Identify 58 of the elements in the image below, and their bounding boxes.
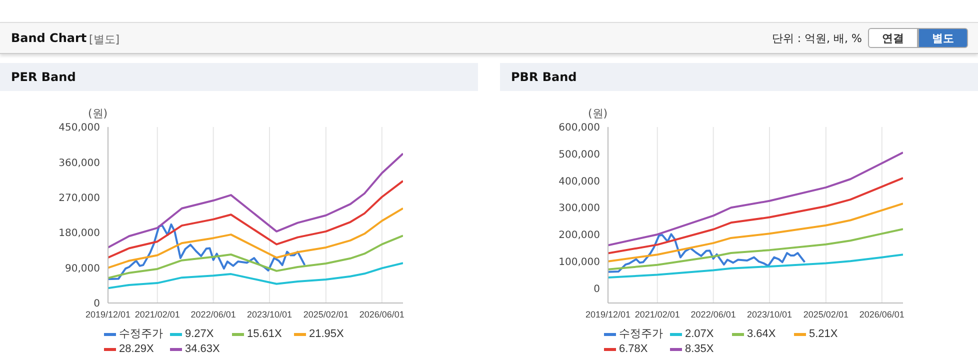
y-tick-label: 500,000 bbox=[558, 149, 600, 160]
y-axis-title: (원) bbox=[588, 106, 608, 121]
y-tick-label: 200,000 bbox=[558, 230, 600, 242]
x-tick-label: 2022/06/01 bbox=[690, 309, 736, 320]
x-tick-label: 2026/06/01 bbox=[359, 309, 404, 320]
legend-label: 5.21X bbox=[808, 327, 839, 342]
line-series bbox=[108, 223, 306, 280]
legend-label: 6.78X bbox=[618, 342, 649, 357]
y-tick-label: 400,000 bbox=[558, 176, 600, 188]
line-series bbox=[608, 152, 903, 246]
legend-label: 21.95X bbox=[308, 327, 345, 342]
y-tick-label: 100,000 bbox=[558, 256, 600, 268]
legend-label: 8.35X bbox=[684, 342, 715, 357]
legend-label: 3.64X bbox=[746, 327, 777, 342]
y-tick-label: 450,000 bbox=[58, 122, 100, 134]
text: [별도] bbox=[89, 32, 120, 47]
x-tick-label: 2023/10/01 bbox=[746, 309, 792, 320]
line-series bbox=[608, 233, 806, 273]
legend-label: 2.07X bbox=[684, 327, 715, 342]
y-tick-label: 300,000 bbox=[558, 203, 600, 214]
chart-title: PER Band bbox=[11, 70, 76, 84]
y-tick-label: 90,000 bbox=[65, 263, 100, 274]
line-series bbox=[108, 262, 403, 290]
x-tick-label: 2022/06/01 bbox=[190, 309, 236, 320]
line-series bbox=[608, 254, 903, 278]
y-tick-label: 270,000 bbox=[58, 192, 100, 204]
y-axis-title: (원) bbox=[88, 106, 108, 121]
legend-label: 34.63X bbox=[184, 342, 221, 357]
x-tick-label: 2025/02/01 bbox=[803, 309, 848, 320]
legend-label: 수정주가 bbox=[118, 327, 164, 342]
line-series bbox=[108, 207, 403, 269]
line-series bbox=[608, 177, 903, 254]
text: 연결 bbox=[868, 28, 918, 48]
line-series bbox=[108, 234, 403, 279]
legend-label: 15.61X bbox=[246, 327, 283, 342]
x-tick-label: 2026/06/01 bbox=[859, 309, 904, 320]
x-tick-label: 2025/02/01 bbox=[303, 309, 348, 320]
line-series bbox=[608, 228, 903, 270]
line-series bbox=[108, 180, 403, 259]
y-tick-label: 600,000 bbox=[558, 122, 600, 134]
legend-label: 수정주가 bbox=[618, 327, 664, 342]
x-tick-label: 2019/12/01 bbox=[85, 309, 131, 320]
x-tick-label: 2021/02/01 bbox=[134, 309, 180, 320]
text: Band Chart bbox=[11, 31, 87, 45]
text: 단위 : 억원, 배, % bbox=[772, 31, 862, 46]
x-tick-label: 2021/02/01 bbox=[634, 309, 680, 320]
y-tick-label: 0 bbox=[594, 284, 600, 295]
x-tick-label: 2019/12/01 bbox=[585, 309, 631, 320]
line-series bbox=[608, 202, 903, 262]
y-tick-label: 360,000 bbox=[58, 158, 100, 169]
y-tick-label: 0 bbox=[94, 298, 100, 310]
chart-title: PBR Band bbox=[511, 70, 577, 84]
y-tick-label: 180,000 bbox=[58, 228, 100, 240]
legend-label: 28.29X bbox=[118, 342, 155, 357]
line-series bbox=[108, 152, 403, 248]
text: 별도 bbox=[918, 28, 968, 48]
x-tick-label: 2023/10/01 bbox=[246, 309, 292, 320]
legend-label: 9.27X bbox=[184, 327, 215, 342]
